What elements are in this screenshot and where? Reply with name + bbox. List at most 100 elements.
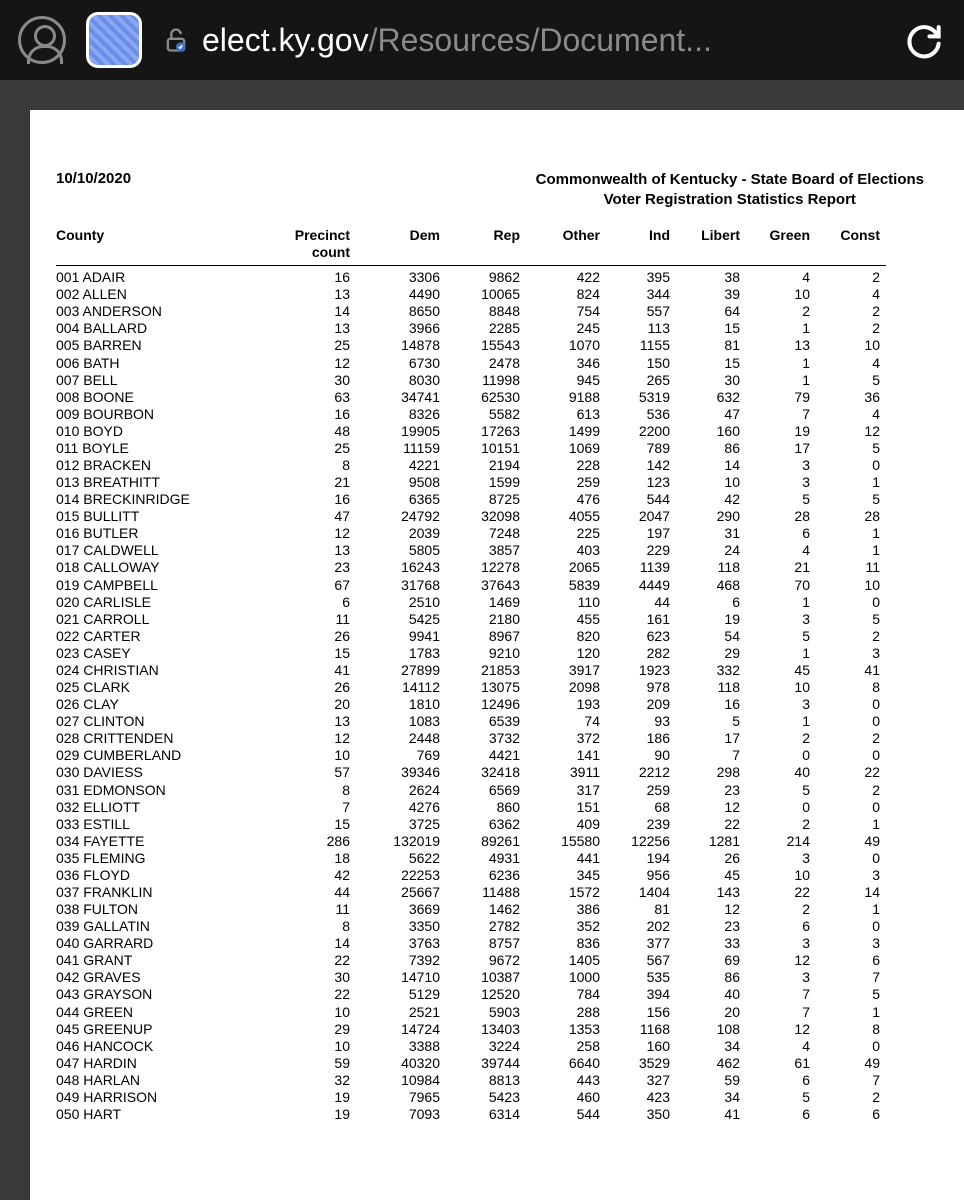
- data-cell: 0: [816, 594, 886, 611]
- address-bar[interactable]: elect.ky.gov/Resources/Document...: [162, 22, 882, 59]
- data-cell: 7965: [356, 1089, 446, 1106]
- data-cell: 2212: [606, 764, 676, 781]
- county-cell: 003 ANDERSON: [56, 303, 256, 320]
- table-row: 045 GREENUP29147241340313531168108128: [56, 1021, 886, 1038]
- data-cell: 3529: [606, 1055, 676, 1072]
- data-cell: 108: [676, 1021, 746, 1038]
- data-cell: 3: [746, 696, 816, 713]
- data-cell: 344: [606, 286, 676, 303]
- data-cell: 32098: [446, 508, 526, 525]
- data-cell: 1: [746, 594, 816, 611]
- data-cell: 13: [746, 337, 816, 354]
- app-switcher-icon[interactable]: [86, 12, 142, 68]
- reload-icon[interactable]: [902, 18, 946, 62]
- data-cell: 455: [526, 611, 606, 628]
- data-cell: 5: [746, 628, 816, 645]
- data-cell: 4421: [446, 747, 526, 764]
- county-cell: 007 BELL: [56, 372, 256, 389]
- data-cell: 6: [816, 952, 886, 969]
- data-cell: 141: [526, 747, 606, 764]
- data-cell: 3: [746, 850, 816, 867]
- table-row: 029 CUMBERLAND10769442114190700: [56, 747, 886, 764]
- data-cell: 10: [746, 286, 816, 303]
- profile-icon[interactable]: [18, 16, 66, 64]
- col-const: Const: [816, 227, 886, 266]
- data-cell: 386: [526, 901, 606, 918]
- table-row: 042 GRAVES30147101038710005358637: [56, 969, 886, 986]
- data-cell: 23: [676, 918, 746, 935]
- table-row: 032 ELLIOTT74276860151681200: [56, 799, 886, 816]
- data-cell: 2624: [356, 782, 446, 799]
- data-cell: 544: [606, 491, 676, 508]
- data-cell: 7093: [356, 1106, 446, 1123]
- data-cell: 443: [526, 1072, 606, 1089]
- col-other: Other: [526, 227, 606, 266]
- data-cell: 3857: [446, 542, 526, 559]
- data-cell: 11159: [356, 440, 446, 457]
- table-row: 004 BALLARD13396622852451131512: [56, 320, 886, 337]
- data-cell: 8650: [356, 303, 446, 320]
- data-cell: 4055: [526, 508, 606, 525]
- data-cell: 12: [746, 1021, 816, 1038]
- data-cell: 632: [676, 389, 746, 406]
- data-cell: 1139: [606, 559, 676, 576]
- data-cell: 202: [606, 918, 676, 935]
- data-cell: 2200: [606, 423, 676, 440]
- table-row: 027 CLINTON13108365397493510: [56, 713, 886, 730]
- data-cell: 45: [746, 662, 816, 679]
- data-cell: 239: [606, 816, 676, 833]
- data-cell: 93: [606, 713, 676, 730]
- data-cell: 10: [746, 679, 816, 696]
- data-cell: 3669: [356, 901, 446, 918]
- county-cell: 023 CASEY: [56, 645, 256, 662]
- data-cell: 14: [676, 457, 746, 474]
- data-cell: 286: [256, 833, 356, 850]
- data-cell: 6640: [526, 1055, 606, 1072]
- data-cell: 13: [256, 320, 356, 337]
- data-cell: 10: [816, 577, 886, 594]
- county-cell: 041 GRANT: [56, 952, 256, 969]
- data-cell: 3306: [356, 266, 446, 287]
- data-cell: 1: [746, 713, 816, 730]
- data-cell: 32418: [446, 764, 526, 781]
- county-cell: 027 CLINTON: [56, 713, 256, 730]
- document-viewport[interactable]: 10/10/2020 Commonwealth of Kentucky - St…: [0, 80, 964, 1200]
- data-cell: 14: [256, 303, 356, 320]
- county-cell: 018 CALLOWAY: [56, 559, 256, 576]
- data-cell: 6314: [446, 1106, 526, 1123]
- data-cell: 332: [676, 662, 746, 679]
- data-cell: 462: [676, 1055, 746, 1072]
- data-cell: 317: [526, 782, 606, 799]
- data-cell: 17: [676, 730, 746, 747]
- data-cell: 3: [816, 935, 886, 952]
- data-cell: 29: [676, 645, 746, 662]
- data-cell: 6730: [356, 355, 446, 372]
- data-cell: 34: [676, 1089, 746, 1106]
- data-cell: 12: [746, 952, 816, 969]
- data-cell: 9941: [356, 628, 446, 645]
- data-cell: 7: [746, 986, 816, 1003]
- data-cell: 27899: [356, 662, 446, 679]
- data-cell: 14: [256, 935, 356, 952]
- data-cell: 12256: [606, 833, 676, 850]
- data-cell: 39346: [356, 764, 446, 781]
- table-row: 028 CRITTENDEN12244837323721861722: [56, 730, 886, 747]
- data-cell: 14724: [356, 1021, 446, 1038]
- county-cell: 019 CAMPBELL: [56, 577, 256, 594]
- table-row: 009 BOURBON16832655826135364774: [56, 406, 886, 423]
- data-cell: 14878: [356, 337, 446, 354]
- data-cell: 19: [676, 611, 746, 628]
- browser-toolbar: elect.ky.gov/Resources/Document...: [0, 0, 964, 80]
- data-cell: 39744: [446, 1055, 526, 1072]
- data-cell: 12: [676, 799, 746, 816]
- data-cell: 1: [746, 372, 816, 389]
- county-cell: 049 HARRISON: [56, 1089, 256, 1106]
- data-cell: 836: [526, 935, 606, 952]
- county-cell: 021 CARROLL: [56, 611, 256, 628]
- data-cell: 8848: [446, 303, 526, 320]
- data-cell: 10065: [446, 286, 526, 303]
- table-row: 039 GALLATIN8335027823522022360: [56, 918, 886, 935]
- data-cell: 769: [356, 747, 446, 764]
- data-cell: 1405: [526, 952, 606, 969]
- data-cell: 228: [526, 457, 606, 474]
